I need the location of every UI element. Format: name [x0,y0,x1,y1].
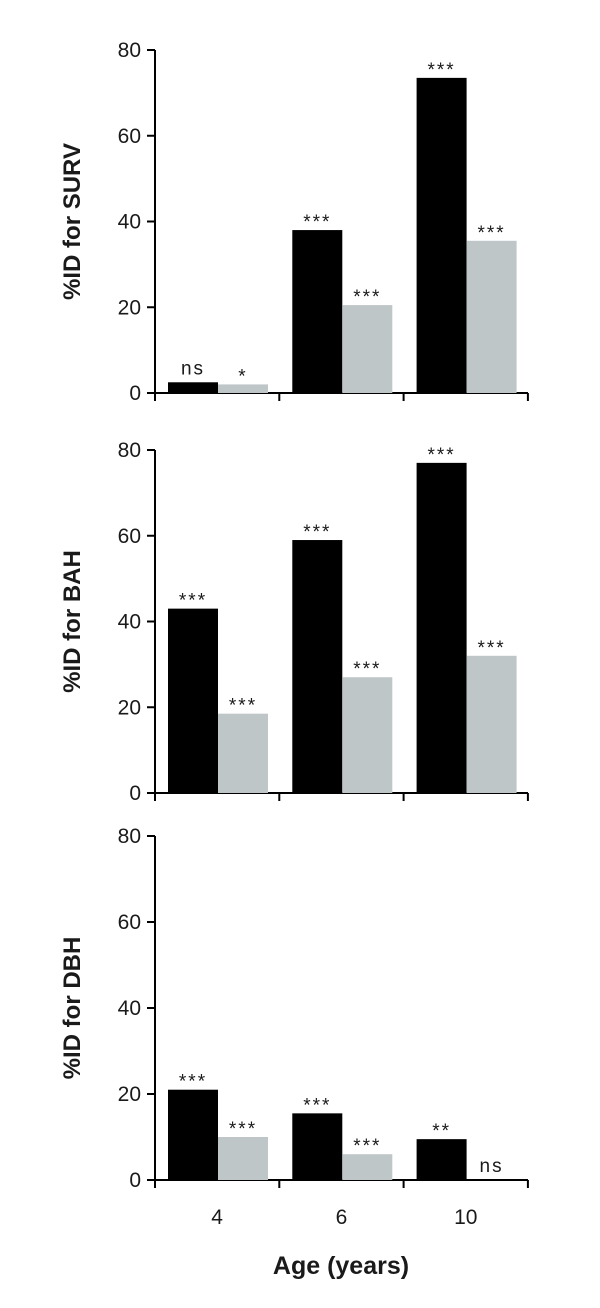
significance-label: *** [478,223,506,244]
significance-label: *** [303,212,331,233]
y-tick-label: 0 [129,1169,141,1192]
y-axis-label: %ID for BAH [59,550,86,693]
significance-label: *** [428,445,456,466]
significance-label: *** [478,638,506,659]
bar [292,540,343,793]
y-tick-label: 80 [118,825,141,848]
x-tick-label: 10 [454,1206,477,1229]
bar [416,1139,467,1180]
bar [292,1113,343,1180]
significance-label: *** [229,1119,257,1140]
y-tick-label: 20 [118,696,141,719]
y-tick-label: 40 [118,211,141,234]
significance-label: *** [353,659,381,680]
y-tick-label: 20 [118,296,141,319]
bar [342,305,393,393]
significance-label: ** [432,1121,451,1142]
y-tick-label: 40 [118,997,141,1020]
bar [416,462,467,793]
panel-2: 0 20 40 60 80 %ID for BAH *** *** *** *** *** *** [59,439,529,805]
bar [466,240,517,393]
significance-label: *** [353,287,381,308]
y-tick-label: 60 [118,911,141,934]
y-tick-label: 60 [118,125,141,148]
x-tick-label: 4 [211,1206,223,1229]
bar [292,230,343,393]
significance-label: ns [480,1156,504,1177]
bar [218,713,268,793]
significance-label: *** [303,1095,331,1116]
bar [168,608,218,793]
x-axis-label: Age (years) [273,1252,409,1280]
bar [466,655,517,793]
bar [342,677,393,793]
y-axis-label: %ID for DBH [59,937,86,1080]
y-tick-label: 40 [118,611,141,634]
y-axis-label: %ID for SURV [59,143,86,300]
y-tick-label: 0 [129,782,141,805]
bar [168,1089,218,1180]
significance-label: *** [303,522,331,543]
bar [218,1137,268,1180]
y-tick-label: 20 [118,1083,141,1106]
significance-label: * [238,366,247,387]
significance-label: ns [181,358,205,379]
bar [342,1154,393,1180]
significance-label: *** [229,696,257,717]
x-tick-label: 6 [336,1206,348,1229]
bar [416,77,467,394]
bar [218,384,268,393]
significance-label: *** [353,1136,381,1157]
significance-label: *** [179,591,207,612]
y-tick-label: 60 [118,525,141,548]
bar [168,382,218,393]
y-tick-label: 80 [118,39,141,62]
significance-label: *** [428,60,456,81]
y-tick-label: 80 [118,439,141,462]
y-tick-label: 0 [129,382,141,405]
significance-label: *** [179,1072,207,1093]
